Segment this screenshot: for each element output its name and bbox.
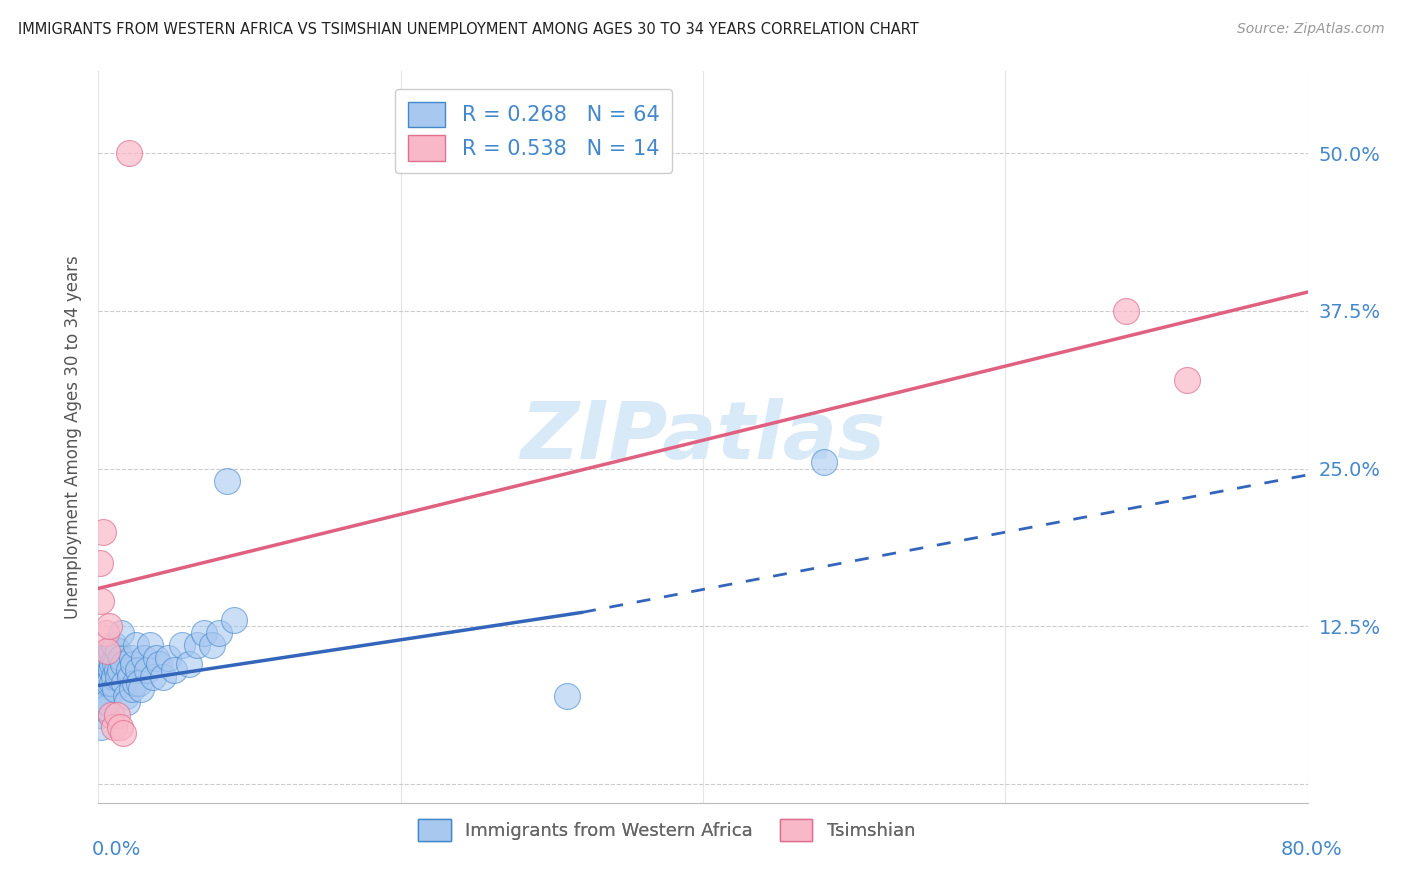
Point [111,657,134,671]
Point [93,689,115,703]
Point [90,720,112,734]
Point [94,625,117,640]
Point [93,650,115,665]
Point [108,664,131,678]
Point [121,650,143,665]
Point [110,625,132,640]
Point [152,670,174,684]
Point [94,701,117,715]
Point [132,650,155,665]
Point [103,720,125,734]
Legend: Immigrants from Western Africa, Tsimshian: Immigrants from Western Africa, Tsimshia… [411,812,922,848]
Point [127,664,149,678]
Point [105,707,128,722]
Point [100,644,122,658]
Point [813,455,835,469]
Point [118,146,141,161]
Point [98,676,121,690]
Point [139,638,162,652]
Point [104,657,127,671]
Point [118,664,141,678]
Point [135,664,157,678]
Point [100,664,122,678]
Point [186,638,208,652]
Point [107,670,129,684]
Point [91,524,114,539]
Point [122,657,145,671]
Text: Source: ZipAtlas.com: Source: ZipAtlas.com [1237,22,1385,37]
Point [115,695,138,709]
Point [94,676,117,690]
Point [100,707,122,722]
Point [91,664,114,678]
Point [111,726,134,740]
Point [555,689,578,703]
Point [91,701,114,715]
Point [120,670,142,684]
Point [90,594,112,608]
Point [163,664,186,678]
Point [108,720,131,734]
Point [148,657,170,671]
Text: 0.0%: 0.0% [91,839,141,859]
Text: 80.0%: 80.0% [1281,839,1343,859]
Text: ZIPatlas: ZIPatlas [520,398,886,476]
Point [156,650,179,665]
Point [90,689,112,703]
Point [89,707,111,722]
Point [179,657,201,671]
Point [104,682,127,697]
Point [93,670,115,684]
Point [105,664,128,678]
Point [125,638,148,652]
Point [208,625,231,640]
Point [103,638,125,652]
Point [128,676,150,690]
Point [96,657,118,671]
Point [215,474,238,488]
Point [170,638,193,652]
Point [193,625,215,640]
Point [101,676,124,690]
Point [101,657,124,671]
Point [98,650,121,665]
Point [98,619,121,633]
Point [107,644,129,658]
Y-axis label: Unemployment Among Ages 30 to 34 years: Unemployment Among Ages 30 to 34 years [63,255,82,619]
Point [142,670,165,684]
Point [129,682,152,697]
Point [145,650,167,665]
Point [103,670,125,684]
Point [224,613,246,627]
Point [96,695,118,709]
Point [112,676,135,690]
Point [96,644,118,658]
Text: IMMIGRANTS FROM WESTERN AFRICA VS TSIMSHIAN UNEMPLOYMENT AMONG AGES 30 TO 34 YEA: IMMIGRANTS FROM WESTERN AFRICA VS TSIMSH… [18,22,920,37]
Point [201,638,224,652]
Point [90,650,112,665]
Point [89,676,111,690]
Point [1115,304,1137,318]
Point [1175,373,1198,387]
Point [110,650,132,665]
Point [89,556,111,570]
Point [114,689,136,703]
Point [124,676,146,690]
Point [94,657,117,671]
Point [121,682,143,697]
